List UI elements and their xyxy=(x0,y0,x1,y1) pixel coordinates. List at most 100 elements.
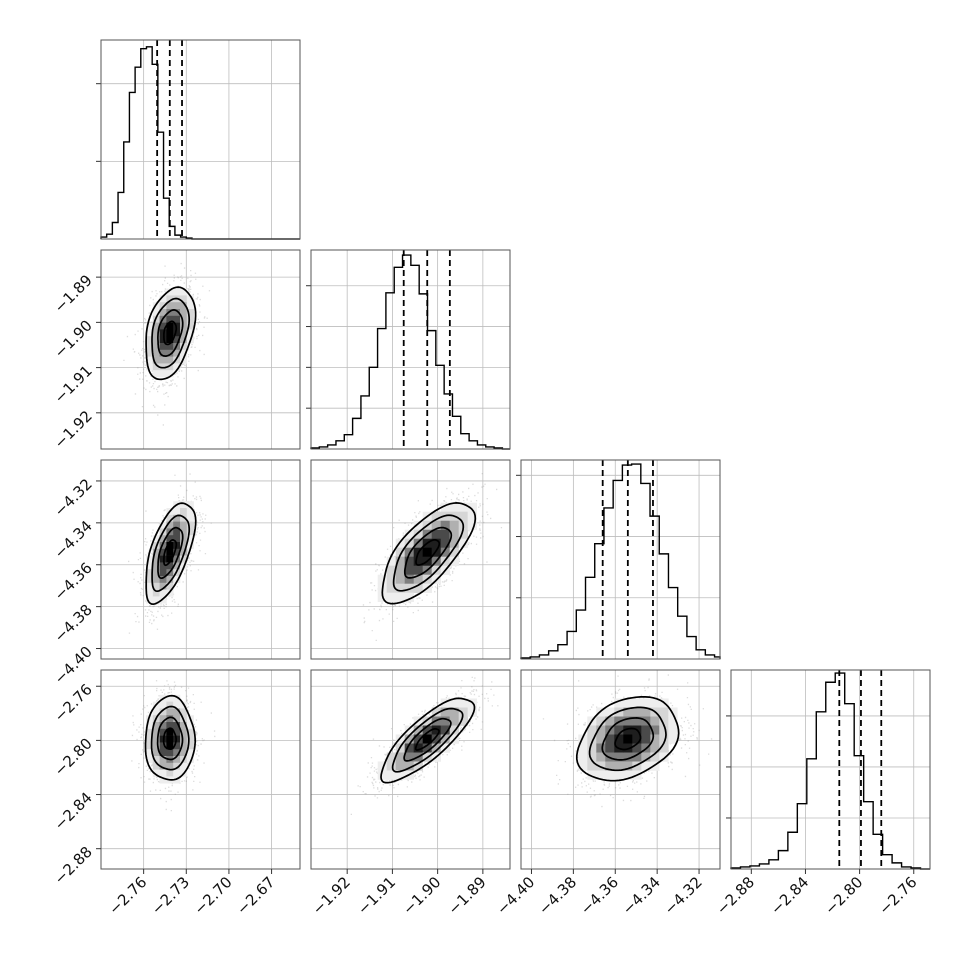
density-cell xyxy=(180,555,188,563)
density-cell xyxy=(395,752,405,762)
density-cell xyxy=(166,356,174,364)
density-cell xyxy=(166,762,174,770)
density-cell xyxy=(395,538,405,548)
density-cell xyxy=(395,547,405,557)
y-tick-label: −4.36 xyxy=(51,559,96,604)
density-cell xyxy=(166,742,174,750)
density-cell xyxy=(146,562,154,570)
density-cell xyxy=(180,542,188,550)
density-cell xyxy=(159,322,167,330)
density-cell xyxy=(152,302,160,310)
density-cell xyxy=(180,315,188,323)
contour-line xyxy=(392,514,465,592)
density-cell xyxy=(413,529,423,539)
y-tick-label: −4.40 xyxy=(51,643,96,688)
density-cell xyxy=(413,565,423,575)
density-cell xyxy=(449,502,459,512)
density-cell xyxy=(440,734,450,744)
density-cell xyxy=(614,770,624,780)
density-cell xyxy=(166,548,174,556)
density-cell xyxy=(152,756,160,764)
density-cell xyxy=(173,363,181,371)
y-tick-label: −4.32 xyxy=(51,475,96,520)
density-cell xyxy=(186,756,194,764)
density-cell xyxy=(146,582,154,590)
density-cell xyxy=(159,548,167,556)
contour-line xyxy=(380,697,476,784)
density-cell xyxy=(596,770,606,780)
density-cell xyxy=(413,538,423,548)
density-cell xyxy=(458,716,468,726)
density-cell xyxy=(186,542,194,550)
joint-frame xyxy=(100,249,301,450)
density-cell xyxy=(386,583,396,593)
density-cell xyxy=(166,589,174,597)
contour-line xyxy=(157,309,184,357)
density-cell xyxy=(186,728,194,736)
density-cell xyxy=(173,349,181,357)
density-cell xyxy=(659,752,669,762)
density-cell xyxy=(180,343,188,351)
density-cell xyxy=(166,329,174,337)
density-cell xyxy=(431,538,441,548)
density-cell xyxy=(173,722,181,730)
density-cell xyxy=(440,547,450,557)
density-cell xyxy=(413,761,423,771)
hist-frame-1 xyxy=(310,249,511,450)
density-cell xyxy=(596,743,606,753)
density-cell xyxy=(159,756,167,764)
contour-line xyxy=(145,286,197,381)
density-cell xyxy=(152,329,160,337)
density-cell xyxy=(180,288,188,296)
density-cell xyxy=(431,547,441,557)
density-cell xyxy=(152,722,160,730)
density-cell xyxy=(386,574,396,584)
density-cell xyxy=(173,548,181,556)
density-cell xyxy=(173,528,181,536)
density-cell xyxy=(440,698,450,708)
density-cell xyxy=(377,770,387,780)
joint-panel-3-2 xyxy=(520,669,721,870)
x-tick-label: −1.91 xyxy=(354,873,399,918)
density-cell xyxy=(152,708,160,716)
joint-frame xyxy=(520,669,721,870)
density-cell xyxy=(173,521,181,529)
density-cell xyxy=(159,582,167,590)
x-tick-label: −2.70 xyxy=(191,873,236,918)
density-cell xyxy=(180,508,188,516)
density-cell xyxy=(587,743,597,753)
density-cell xyxy=(605,770,615,780)
density-cell xyxy=(650,743,660,753)
density-cell xyxy=(641,734,651,744)
density-cell xyxy=(180,349,188,357)
density-cell xyxy=(458,538,468,548)
x-tick-label: −4.34 xyxy=(619,873,664,918)
joint-content xyxy=(521,670,720,869)
density-cell xyxy=(166,288,174,296)
density-cell xyxy=(668,725,678,735)
density-cell xyxy=(180,762,188,770)
density-cell xyxy=(146,722,154,730)
density-cell xyxy=(440,538,450,548)
x-tick-label: −2.73 xyxy=(148,873,193,918)
density-cell xyxy=(146,742,154,750)
density-cell xyxy=(159,749,167,757)
density-cell xyxy=(186,329,194,337)
density-cell xyxy=(668,707,678,717)
density-cell xyxy=(422,725,432,735)
density-cell xyxy=(173,749,181,757)
density-cell xyxy=(173,776,181,784)
density-cell xyxy=(152,336,160,344)
density-cell xyxy=(180,528,188,536)
density-cell xyxy=(632,716,642,726)
density-cell xyxy=(180,722,188,730)
density-cell xyxy=(186,528,194,536)
x-tick-label: −4.36 xyxy=(577,873,622,918)
density-cell xyxy=(404,725,414,735)
density-cell xyxy=(180,749,188,757)
density-cell xyxy=(614,698,624,708)
density-cell xyxy=(623,716,633,726)
density-cell xyxy=(146,349,154,357)
density-cell xyxy=(186,501,194,509)
